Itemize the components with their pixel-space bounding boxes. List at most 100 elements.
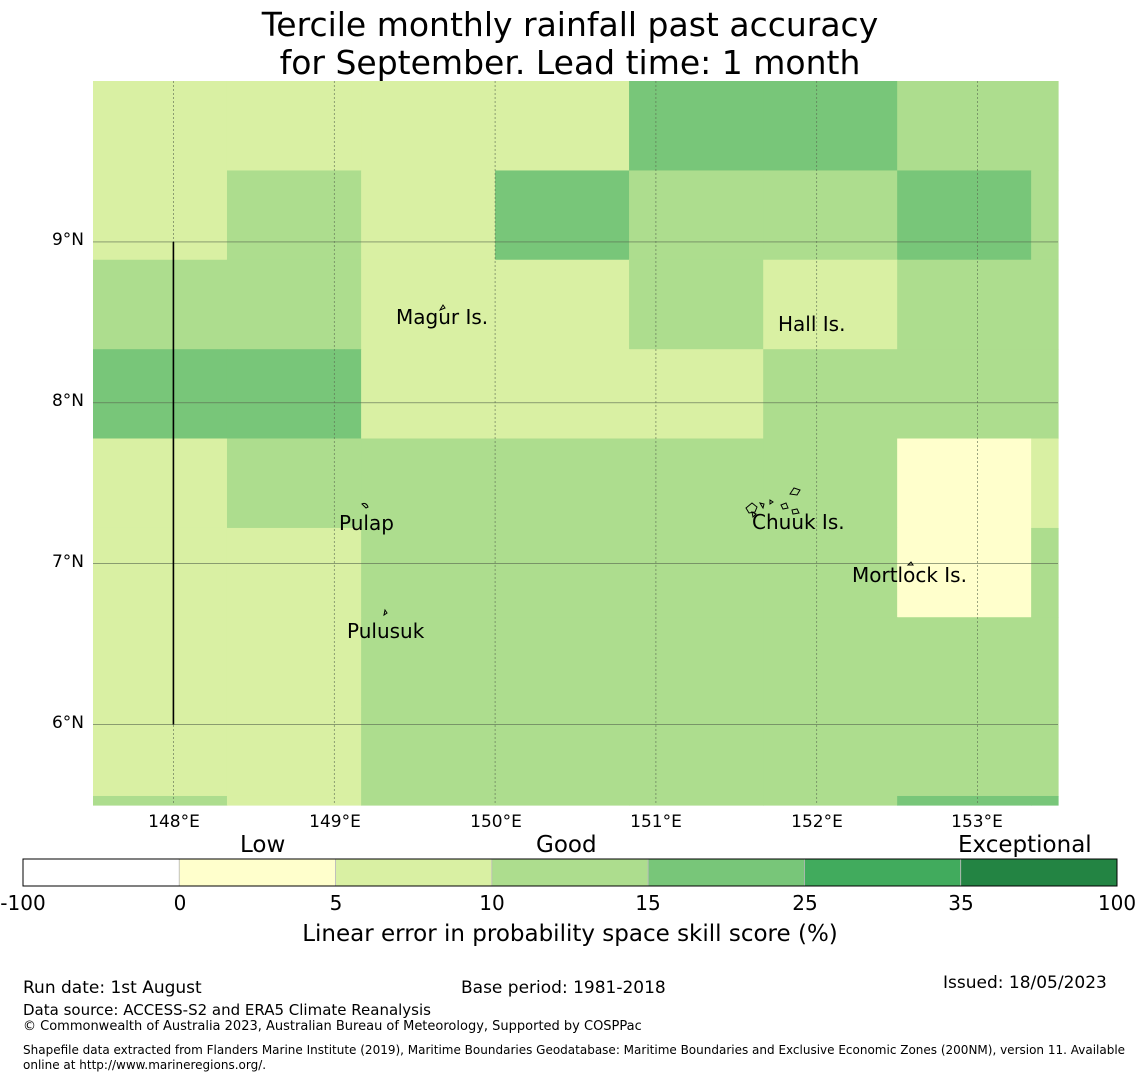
grid-cell (897, 438, 1032, 529)
colorbar-tick: 10 (479, 891, 505, 915)
grid-cell (495, 81, 630, 172)
pulusuk-island-outline (383, 608, 388, 617)
colorbar-tick: 35 (948, 891, 974, 915)
grid-cell (93, 349, 228, 440)
place-label-pulap: Pulap (339, 511, 394, 535)
grid-cell (226, 617, 362, 708)
grid-cell (629, 527, 764, 618)
grid-cell (93, 527, 228, 618)
colorbar-tick: 25 (792, 891, 818, 915)
pulap-island-outline (361, 502, 369, 509)
shapefile-credit-line2: online at http://www.marineregions.org/. (23, 1058, 267, 1072)
grid-cell (495, 617, 630, 708)
graticule (93, 81, 1058, 805)
shapefile-credit-line1: Shapefile data extracted from Flanders M… (23, 1043, 1126, 1057)
issued-date: Issued: 18/05/2023 (943, 973, 1107, 993)
grid-cell (897, 259, 1032, 350)
grid-cell (361, 438, 496, 529)
map-title-line2: for September. Lead time: 1 month (279, 43, 861, 82)
grid-cell (629, 170, 764, 261)
colorbar-segment (22, 858, 180, 887)
map-title-line1: Tercile monthly rainfall past accuracy (261, 5, 879, 44)
grid-cell (763, 259, 898, 350)
colorbar-segment (960, 858, 1118, 887)
grid-cell (897, 617, 1032, 708)
colorbar-tick: 0 (173, 891, 187, 915)
grid-cell (495, 795, 630, 806)
copyright-notice: © Commonwealth of Australia 2023, Austra… (23, 1019, 642, 1034)
grid-cell (495, 170, 630, 261)
place-label-magur: Magur Is. (396, 305, 489, 329)
grid-cell (629, 617, 764, 708)
data-source: Data source: ACCESS-S2 and ERA5 Climate … (23, 1001, 431, 1019)
grid-cell (763, 706, 898, 797)
lon-tick-151e: 151°E (630, 812, 682, 832)
grid-cell (361, 170, 496, 261)
colorbar (22, 858, 1118, 887)
grid-cell (93, 259, 228, 350)
grid-cell (763, 527, 898, 618)
grid-cell (226, 349, 362, 440)
grid-cell (361, 617, 496, 708)
grid-cell (897, 349, 1032, 440)
mortlock-islands-outline (906, 561, 914, 566)
grid-cell (93, 706, 228, 797)
grid-cell (629, 259, 764, 350)
grid-cell (361, 706, 496, 797)
grid-cell (361, 349, 496, 440)
legend-category-low: Low (240, 832, 286, 858)
grid-cell (1031, 438, 1059, 529)
legend-category-exceptional: Exceptional (958, 832, 1092, 858)
colorbar-segment (335, 858, 493, 887)
grid-cell (226, 527, 362, 618)
grid-cell (1031, 259, 1059, 350)
colorbar-segment (647, 858, 805, 887)
grid-cell (629, 81, 764, 172)
grid-cell (763, 170, 898, 261)
lon-tick-153e: 153°E (951, 812, 1003, 832)
grid-cell (226, 706, 362, 797)
grid-cell (495, 259, 630, 350)
colorbar-tick: 100 (1097, 891, 1137, 915)
lon-tick-149e: 149°E (309, 812, 361, 832)
grid-cell (629, 706, 764, 797)
grid-cell (1031, 81, 1059, 172)
grid-cell (1031, 170, 1059, 261)
lat-tick-7n: 7°N (51, 552, 84, 572)
grid-cell (897, 170, 1032, 261)
colorbar-segment (491, 858, 649, 887)
place-label-mortlock: Mortlock Is. (852, 563, 967, 587)
grid-cell (226, 438, 362, 529)
grid-cell (763, 349, 898, 440)
colorbar-border (22, 858, 1118, 887)
lon-tick-150e: 150°E (470, 812, 522, 832)
grid-cell (93, 170, 228, 261)
lon-tick-152e: 152°E (791, 812, 843, 832)
lon-tick-148e: 148°E (148, 812, 200, 832)
grid-cell (361, 81, 496, 172)
island-outlines (361, 304, 914, 617)
grid-cell (897, 795, 1032, 806)
grid-cell (361, 795, 496, 806)
skill-grid (93, 81, 1059, 806)
magur-island-outline (438, 304, 446, 312)
legend-category-good: Good (536, 832, 597, 858)
grid-cell (629, 438, 764, 529)
grid-cell (495, 527, 630, 618)
grid-cell (495, 438, 630, 529)
grid-cell (361, 527, 496, 618)
grid-cell (93, 438, 228, 529)
grid-cell (226, 81, 362, 172)
lat-tick-8n: 8°N (51, 391, 84, 411)
colorbar-tick: -100 (0, 891, 46, 915)
grid-cell (763, 438, 898, 529)
place-label-pulusuk: Pulusuk (347, 619, 425, 643)
grid-cell (495, 706, 630, 797)
grid-cell (93, 81, 228, 172)
grid-cell (1031, 349, 1059, 440)
grid-cell (763, 617, 898, 708)
grid-cell (897, 81, 1032, 172)
grid-cell (763, 81, 898, 172)
grid-cell (763, 795, 898, 806)
